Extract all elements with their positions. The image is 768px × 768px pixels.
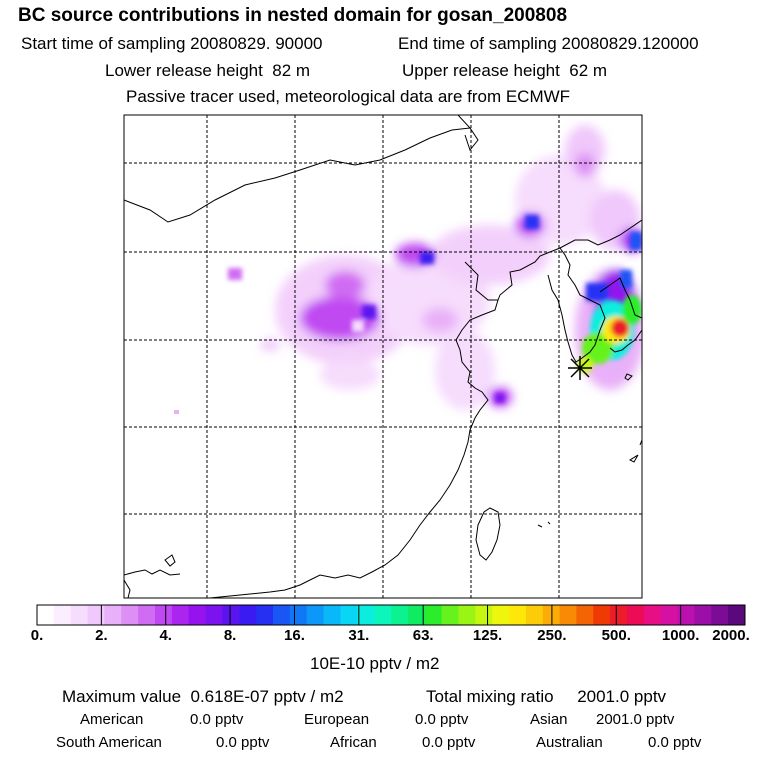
start-time-value: 20080829. 90000 bbox=[190, 34, 323, 53]
colorbar-segment bbox=[593, 605, 611, 625]
lower-release-value: 82 m bbox=[272, 61, 311, 80]
colorbar-segment bbox=[53, 605, 72, 625]
colorbar-frame bbox=[36, 604, 746, 626]
total-mixing-ratio-label: Total mixing ratio bbox=[426, 687, 554, 706]
colorbar-segment bbox=[509, 605, 527, 625]
colorbar-label: 4. bbox=[159, 627, 172, 644]
coastlines bbox=[124, 115, 642, 598]
end-time-value: 20080829.120000 bbox=[561, 34, 699, 53]
start-time: Start time of sampling 20080829. 90000 bbox=[21, 34, 323, 54]
colorbar-segment bbox=[559, 605, 577, 625]
maximum-value: Maximum value 0.618E-07 pptv / m2 bbox=[62, 687, 344, 707]
upper-release-value: 62 m bbox=[569, 61, 608, 80]
colorbar-segment bbox=[256, 605, 274, 625]
colorbar-label: 63. bbox=[412, 627, 434, 644]
colorbar bbox=[36, 604, 746, 626]
region-asian-name: Asian bbox=[530, 711, 568, 728]
colorbar-segment bbox=[340, 605, 358, 625]
colorbar-label: 2000. bbox=[712, 627, 750, 644]
colorbar-segment bbox=[424, 605, 442, 625]
colorbar-segment bbox=[458, 605, 476, 625]
colorbar-segment bbox=[643, 605, 662, 625]
region-south-american-name: South American bbox=[56, 734, 162, 751]
colorbar-segment bbox=[391, 605, 409, 625]
colorbar-units: 10E-10 pptv / m2 bbox=[310, 654, 440, 673]
region-african-name: African bbox=[330, 734, 377, 751]
colorbar-label: 250. bbox=[537, 627, 567, 644]
colorbar-segment bbox=[677, 605, 695, 625]
region-european-value: 0.0 pptv bbox=[415, 711, 469, 728]
colorbar-label: 0. bbox=[30, 627, 44, 644]
colorbar-segment bbox=[610, 605, 628, 625]
colorbar-label: 1000. bbox=[661, 627, 700, 644]
colorbar-segment bbox=[323, 605, 341, 625]
maximum-value-label: Maximum value bbox=[62, 687, 182, 706]
colorbar-segment bbox=[138, 605, 156, 625]
colorbar-label: 500. bbox=[601, 627, 631, 644]
colorbar-segment bbox=[171, 605, 190, 625]
colorbar-segment bbox=[87, 605, 105, 625]
tracer-note: Passive tracer used, meteorological data… bbox=[126, 87, 571, 106]
map-frame bbox=[123, 114, 643, 599]
colorbar-segment bbox=[121, 605, 139, 625]
total-mixing-ratio: Total mixing ratio 2001.0 pptv bbox=[426, 687, 666, 707]
upper-release-label: Upper release height bbox=[402, 61, 560, 80]
maximum-value-number: 0.618E-07 pptv / m2 bbox=[190, 687, 344, 706]
total-mixing-ratio-value: 2001.0 pptv bbox=[577, 687, 667, 706]
colorbar-segment bbox=[525, 605, 544, 625]
colorbar-segment bbox=[239, 605, 257, 625]
colorbar-label: 125. bbox=[472, 627, 503, 644]
colorbar-segment bbox=[694, 605, 712, 625]
colorbar-segment bbox=[70, 605, 88, 625]
colorbar-segment bbox=[289, 605, 308, 625]
upper-release-height: Upper release height 62 m bbox=[402, 61, 607, 81]
colorbar-label: 16. bbox=[284, 627, 305, 644]
colorbar-segment bbox=[728, 605, 746, 625]
colorbar-label: 31. bbox=[348, 627, 370, 644]
lower-release-label: Lower release height bbox=[105, 61, 263, 80]
colorbar-segment bbox=[273, 605, 291, 625]
colorbar-segment bbox=[542, 605, 560, 625]
colorbar-segment bbox=[407, 605, 426, 625]
colorbar-segment bbox=[475, 605, 493, 625]
region-european-name: European bbox=[304, 711, 370, 728]
colorbar-segment bbox=[222, 605, 240, 625]
region-american-value: 0.0 pptv bbox=[190, 711, 244, 728]
colorbar-segment bbox=[205, 605, 223, 625]
end-time-label: End time of sampling bbox=[398, 34, 557, 53]
lat-lon-grid bbox=[124, 115, 642, 598]
colorbar-segment bbox=[357, 605, 375, 625]
region-australian-value: 0.0 pptv bbox=[648, 734, 702, 751]
start-time-label: Start time of sampling bbox=[21, 34, 186, 53]
colorbar-segment bbox=[627, 605, 645, 625]
colorbar-segment bbox=[188, 605, 206, 625]
colorbar-segment bbox=[492, 605, 510, 625]
colorbar-segment bbox=[104, 605, 122, 625]
region-australian-name: Australian bbox=[536, 734, 603, 751]
colorbar-segment bbox=[660, 605, 678, 625]
colorbar-segment bbox=[37, 605, 55, 625]
region-african-value: 0.0 pptv bbox=[422, 734, 476, 751]
lower-release-height: Lower release height 82 m bbox=[105, 61, 310, 81]
colorbar-segment bbox=[711, 605, 729, 625]
region-american-name: American bbox=[80, 711, 144, 728]
concentration-field bbox=[174, 125, 642, 414]
region-south-american-value: 0.0 pptv bbox=[216, 734, 270, 751]
figure-title: BC source contributions in nested domain… bbox=[18, 5, 568, 26]
colorbar-segment bbox=[155, 605, 173, 625]
region-asian-value: 2001.0 pptv bbox=[596, 711, 675, 728]
colorbar-segment bbox=[576, 605, 594, 625]
colorbar-segment bbox=[374, 605, 392, 625]
end-time: End time of sampling 20080829.120000 bbox=[398, 34, 699, 54]
receptor-asterisk-marker bbox=[568, 356, 592, 380]
colorbar-segment bbox=[441, 605, 459, 625]
colorbar-label: 8. bbox=[223, 627, 237, 644]
colorbar-segment bbox=[306, 605, 324, 625]
colorbar-label: 2. bbox=[95, 627, 108, 644]
